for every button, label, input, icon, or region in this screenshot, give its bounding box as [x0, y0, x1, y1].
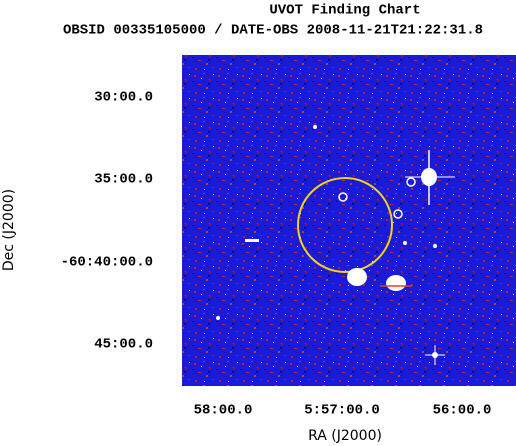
- x-tick-label: 5:57:00.0: [304, 403, 380, 419]
- y-tick-label: 35:00.0: [94, 172, 153, 188]
- subtitle: OBSID 00335105000 / DATE-OBS 2008-11-21T…: [63, 23, 483, 39]
- y-tick-label: -60:40:00.0: [61, 255, 153, 271]
- sky-image: [182, 55, 516, 386]
- x-tick-label: 58:00.0: [194, 403, 253, 419]
- x-axis-label: RA (J2000): [308, 428, 382, 444]
- y-axis-label: Dec (J2000): [1, 189, 17, 271]
- y-tick-label: 30:00.0: [94, 90, 153, 106]
- y-tick-label: 45:00.0: [94, 337, 153, 353]
- title: UVOT Finding Chart: [269, 3, 420, 19]
- x-tick-label: 56:00.0: [433, 403, 492, 419]
